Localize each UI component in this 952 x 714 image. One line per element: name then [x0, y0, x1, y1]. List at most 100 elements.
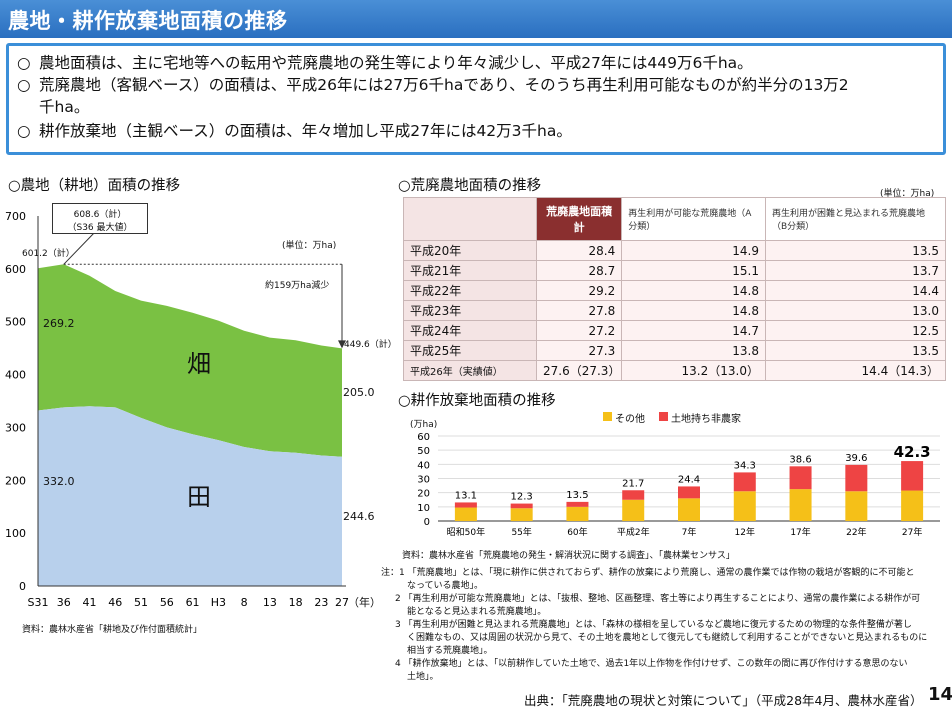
ta-end-value: 244.6: [343, 510, 375, 523]
bar-nonfarm: [789, 466, 812, 490]
table-row: 平成24年 27.2 14.7 12.5: [403, 320, 947, 341]
cell-a: 14.9: [621, 240, 766, 261]
y-tick-label: 50: [417, 446, 430, 457]
bar-chart-source: 資料：農林水産省「荒廃農地の発生・解消状況に関する調査」、「農林業センサス」: [402, 551, 735, 561]
x-tick-label: S31: [28, 596, 49, 609]
bar-nonfarm: [678, 486, 700, 499]
farmland-source: 資料：農林水産省「耕地及び作付面積統計」: [22, 625, 203, 635]
ta-area: [38, 406, 342, 586]
x-tick-label: 昭和50年: [447, 526, 485, 538]
decrease-label: 約159万ha減少: [265, 281, 330, 291]
bullet-mark: ○: [17, 76, 31, 94]
cell-a: 13.8: [621, 340, 766, 361]
note-line: 注：1 「荒廃農地」とは、「現に耕作に供されておらず、耕作の放棄により荒廃し、通…: [381, 568, 915, 578]
y-tick-label: 300: [5, 421, 26, 434]
abandoned-chart-title: ○耕作放棄地面積の推移: [398, 393, 556, 409]
hata-area-label: 畑: [187, 350, 211, 378]
x-tick-label: 22年: [846, 526, 866, 538]
bar-total-label: 39.6: [845, 453, 867, 464]
cell-total: 28.4: [535, 240, 623, 261]
hata-end-value: 205.0: [343, 386, 375, 399]
cell-total: 27.3: [535, 340, 623, 361]
bar-total-label: 12.3: [511, 492, 533, 503]
farmland-unit: (単位：万ha): [282, 241, 337, 251]
y-tick-label: 20: [417, 489, 430, 500]
x-tick-label: 7年: [682, 526, 697, 538]
farmland-chart-title: ○農地（耕地）面積の推移: [8, 178, 181, 194]
cell-total: 29.2: [535, 280, 623, 301]
abandoned-bar-chart: 0 10 20 30 40 50 60 13.1 昭和50年 12.3 55年 13.5 60年 21.7…: [417, 432, 940, 538]
bar-other: [901, 490, 924, 521]
summary-line-1: ○ 農地面積は、主に宅地等への転用や荒廃農地の発生等により年々減少し、平成27年に…: [17, 53, 753, 73]
x-tick-label: 46: [108, 596, 122, 609]
note-line: なっている農地」。: [407, 581, 484, 591]
legend-nonfarm-label: 土地持ち非農家: [671, 414, 741, 425]
note-line: 2 「再生利用が可能な荒廃農地」とは、「抜根、整地、区画整理、客土等により再生す…: [395, 594, 921, 604]
bar-total-label: 21.7: [622, 478, 644, 489]
callout-value: 608.6（計）: [73, 210, 127, 220]
cell-total: 27.6（27.3）: [535, 360, 623, 381]
bar-nonfarm: [566, 501, 589, 507]
cell-a: 14.8: [621, 280, 766, 301]
y-tick-label: 100: [5, 527, 26, 540]
page-number: 14: [928, 684, 952, 705]
bar-other: [678, 498, 700, 521]
row-year: 平成23年: [403, 300, 537, 321]
note-line: 能となると見込まれる荒廃農地」。: [407, 607, 547, 617]
callout-note: （S36 最大値）: [67, 223, 133, 233]
summary-line-4: ○ 耕作放棄地（主観ベース）の面積は、年々増加し平成27年には42万3千ha。: [17, 121, 572, 141]
bar-nonfarm: [901, 461, 924, 491]
legend-other-label: その他: [615, 414, 645, 425]
hata-start-value: 269.2: [43, 317, 75, 330]
y-tick-label: 10: [417, 503, 430, 514]
bar-total-label: 13.5: [566, 490, 588, 501]
ta-area-label: 田: [187, 483, 211, 511]
bar-total-label: 13.1: [455, 490, 477, 501]
table-row: 平成21年 28.7 15.1 13.7: [403, 260, 947, 281]
table-row: 平成20年 28.4 14.9 13.5: [403, 240, 947, 261]
cell-b: 13.5: [764, 240, 947, 261]
x-tick-label: 56: [160, 596, 174, 609]
table-unit: (単位：万ha): [880, 189, 935, 199]
x-tick-label: 36: [57, 596, 71, 609]
y-tick-label: 0: [19, 580, 26, 593]
cell-total: 27.2: [535, 320, 623, 341]
table-row: 平成22年 29.2 14.8 14.4: [403, 280, 947, 301]
row-year: 平成26年（実績値）: [403, 360, 537, 381]
bar-total-label: 38.6: [789, 454, 811, 465]
bar-other: [566, 506, 589, 521]
y-tick-label: 400: [5, 369, 26, 382]
summary-text-4: 耕作放棄地（主観ベース）の面積は、年々増加し平成27年には42万3千ha。: [39, 122, 572, 140]
summary-text-1: 農地面積は、主に宅地等への転用や荒廃農地の発生等により年々減少し、平成27年には…: [39, 54, 753, 72]
row-year: 平成24年: [403, 320, 537, 341]
y-tick-label: 200: [5, 474, 26, 487]
bar-other: [845, 491, 868, 521]
ta-start-value: 332.0: [43, 475, 75, 488]
header-total: 荒廃農地面積計: [535, 197, 623, 241]
x-tick-label: 51: [134, 596, 148, 609]
cell-total: 27.8: [535, 300, 623, 321]
x-axis-unit: （年）: [348, 596, 381, 609]
cell-total: 28.7: [535, 260, 623, 281]
table-header-row: 荒廃農地面積計 再生利用が可能な荒廃農地（A分類） 再生利用が困難と見込まれる荒…: [403, 197, 947, 241]
bar-nonfarm: [845, 464, 868, 492]
bullet-mark: ○: [17, 54, 31, 72]
start-total-label: 601.2（計）: [22, 249, 75, 259]
cell-a: 15.1: [621, 260, 766, 281]
bar-chart-unit: (万ha): [410, 420, 438, 430]
end-total-label: 449.6（計）: [344, 340, 397, 350]
bar-total-label: 24.4: [678, 474, 700, 485]
note-line: 4 「耕作放棄地」とは、「以前耕作していた土地で、過去1年以上作物を作付けせず、…: [395, 659, 908, 669]
max-value-callout: 608.6（計） （S36 最大値）: [52, 203, 148, 234]
row-year: 平成22年: [403, 280, 537, 301]
y-tick-label: 0: [424, 517, 430, 528]
table-row: 平成25年 27.3 13.8 13.5: [403, 340, 947, 361]
cell-b: 12.5: [764, 320, 947, 341]
row-year: 平成20年: [403, 240, 537, 261]
x-tick-label: 41: [83, 596, 97, 609]
cell-b: 14.4: [764, 280, 947, 301]
cell-b: 13.0: [764, 300, 947, 321]
page-title: 農地・耕作放棄地面積の推移: [8, 9, 288, 33]
cell-a: 14.8: [621, 300, 766, 321]
legend-nonfarm-swatch: [659, 412, 668, 421]
